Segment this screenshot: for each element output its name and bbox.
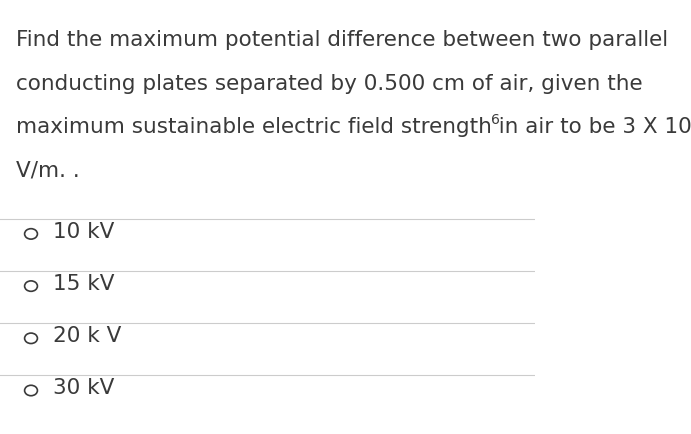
Text: maximum sustainable electric field strength in air to be 3 X 10: maximum sustainable electric field stren…	[16, 117, 691, 137]
Text: 6: 6	[491, 113, 500, 127]
Text: 20 k V: 20 k V	[53, 326, 122, 345]
Text: conducting plates separated by 0.500 cm of air, given the: conducting plates separated by 0.500 cm …	[16, 74, 643, 94]
Text: 10 kV: 10 kV	[53, 221, 115, 241]
Text: 30 kV: 30 kV	[53, 378, 115, 398]
Text: 15 kV: 15 kV	[53, 273, 115, 293]
Text: Find the maximum potential difference between two parallel: Find the maximum potential difference be…	[16, 30, 668, 50]
Text: V/m. .: V/m. .	[16, 161, 79, 181]
